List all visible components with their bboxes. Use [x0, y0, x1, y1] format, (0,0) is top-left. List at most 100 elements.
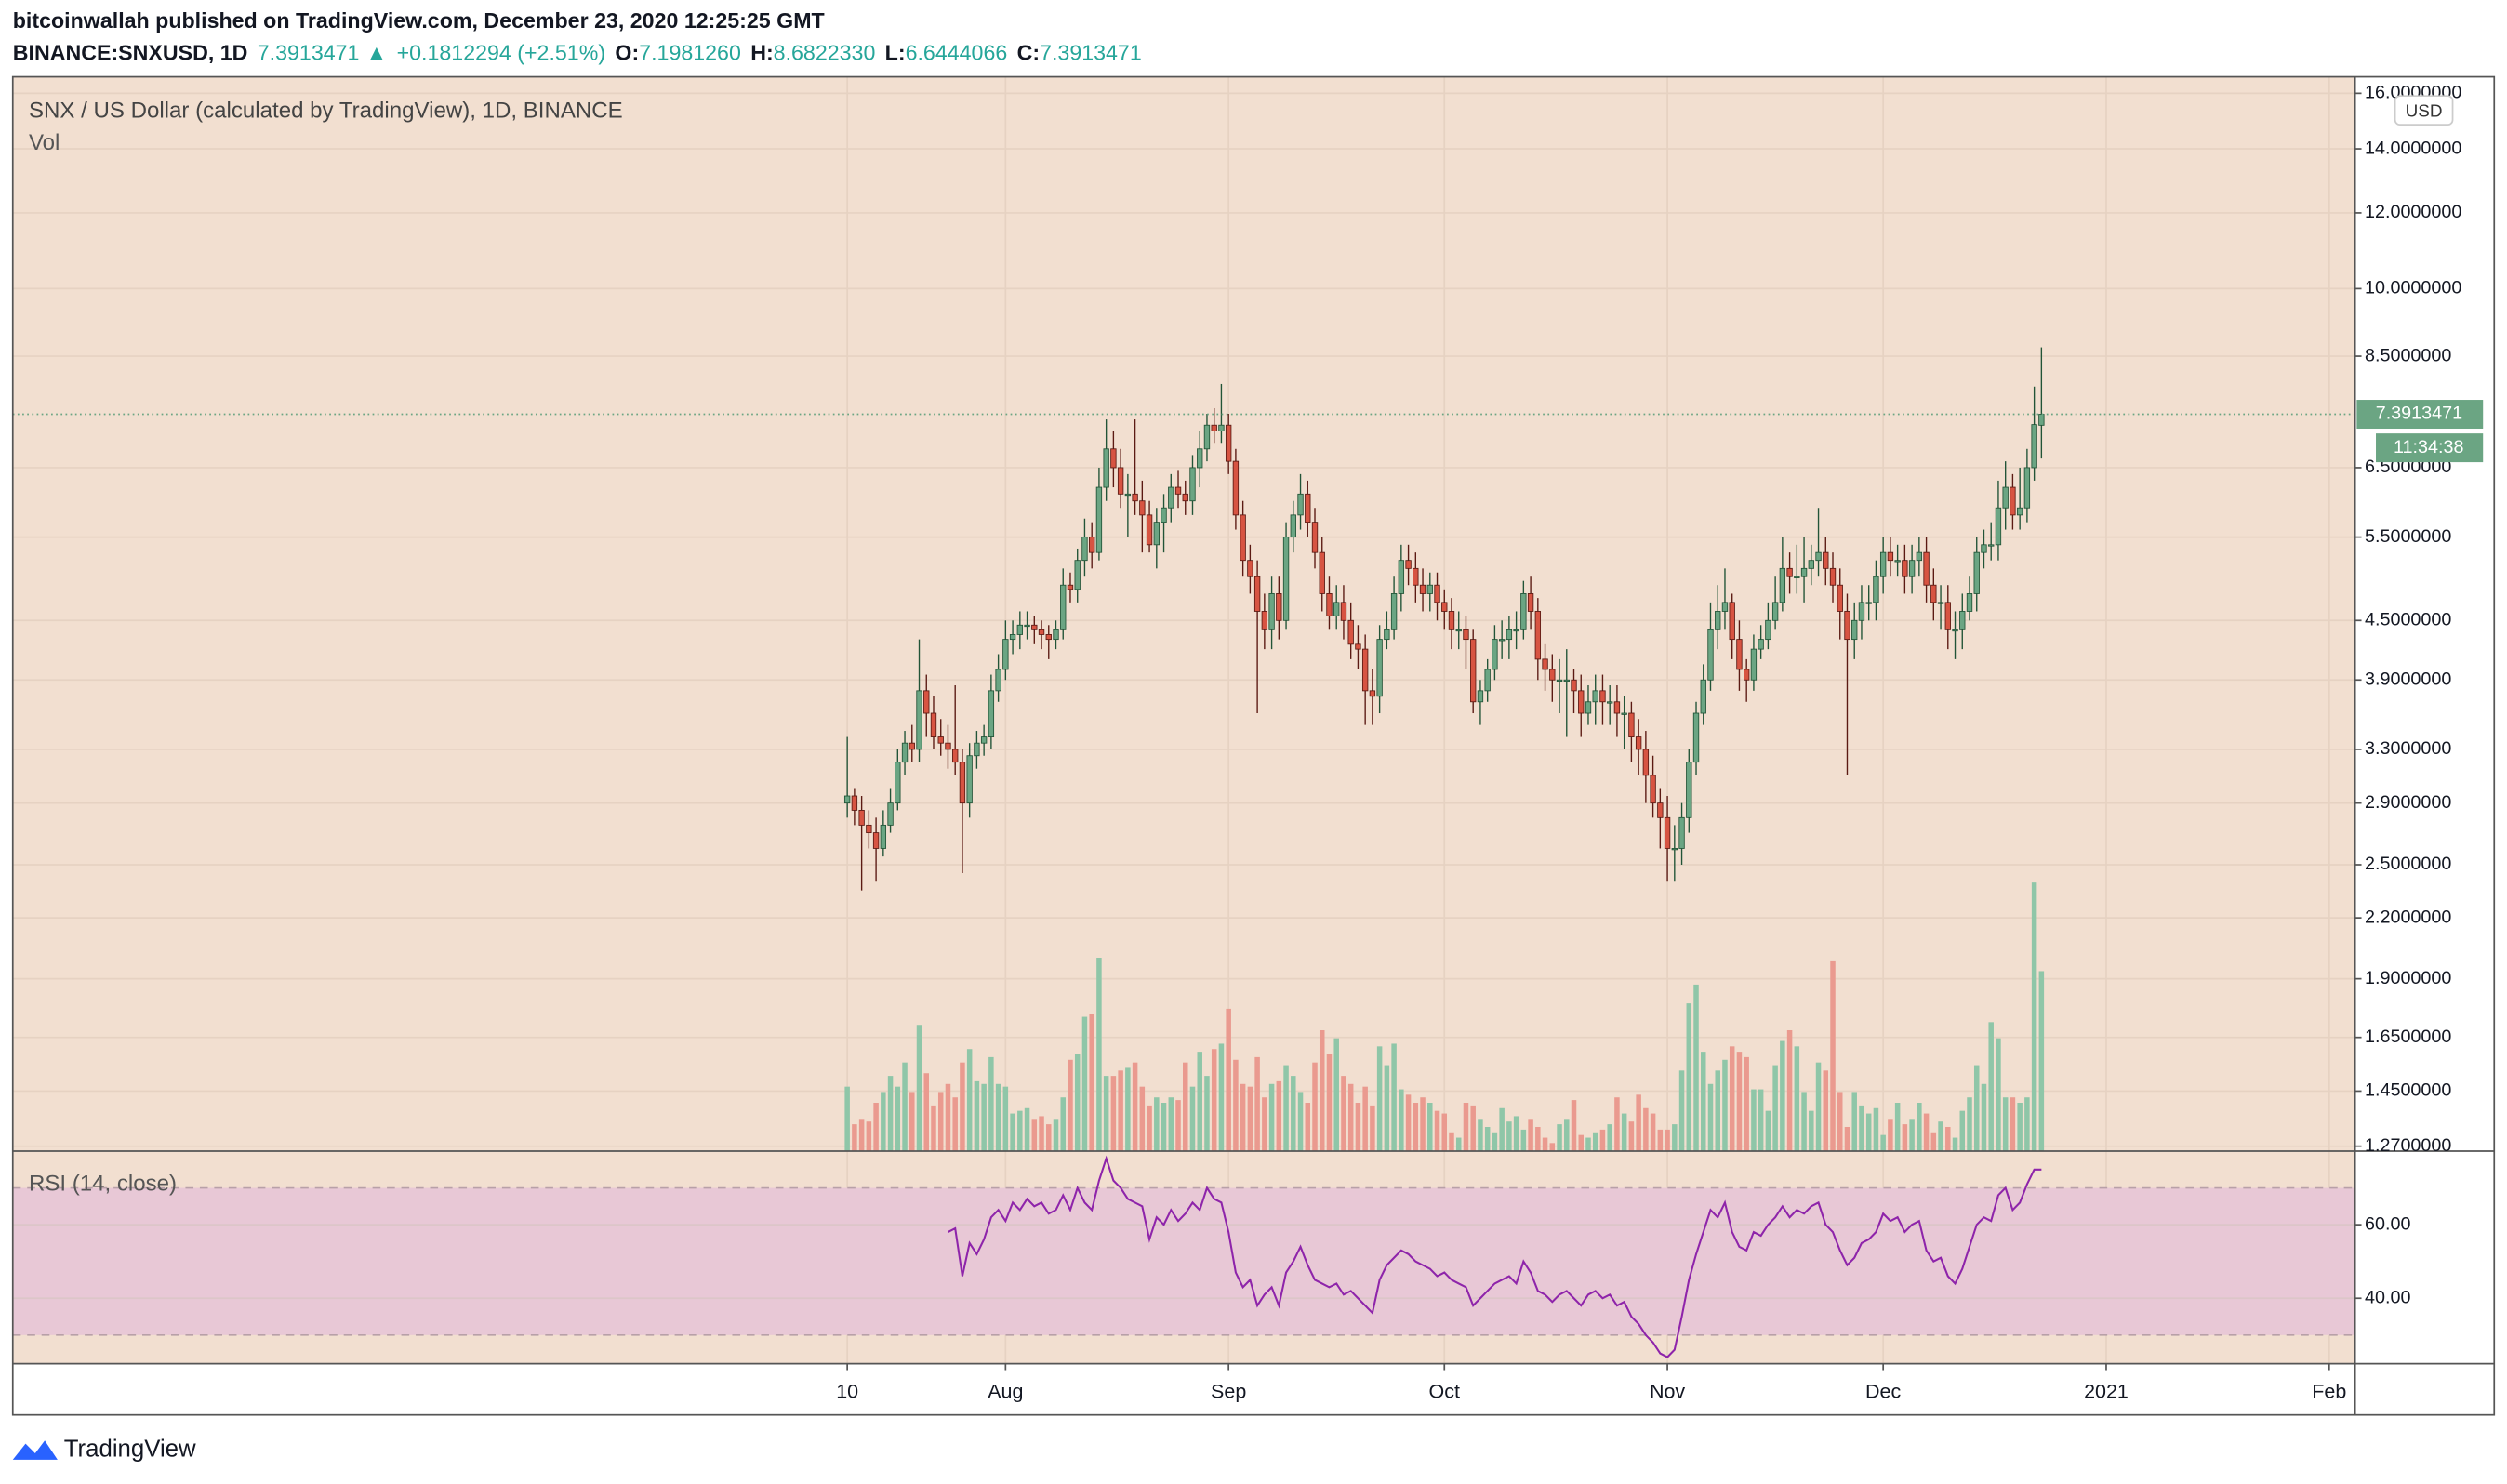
volume-bar: [1535, 1126, 1541, 1151]
candle-body: [1592, 690, 1598, 703]
candle-body: [1944, 602, 1951, 630]
volume-bar: [1923, 1113, 1930, 1151]
volume-bar: [1657, 1129, 1664, 1151]
candle-body: [1599, 690, 1606, 703]
candle-body: [1837, 584, 1843, 612]
volume-bar: [1154, 1097, 1160, 1151]
volume-bar: [1427, 1102, 1433, 1151]
volume-bar: [1376, 1046, 1383, 1151]
candle-body: [1779, 567, 1786, 603]
volume-bar: [1074, 1054, 1081, 1151]
candle-body: [1103, 448, 1109, 488]
c: 7.3913471: [1040, 41, 1142, 65]
candle-body: [952, 749, 959, 763]
candle-body: [1506, 629, 1513, 641]
candle-body: [1124, 493, 1132, 497]
candle-body: [1132, 493, 1138, 502]
volume-bar: [1283, 1065, 1289, 1151]
price-axis-background: [2354, 76, 2495, 1415]
volume-bar: [1607, 1124, 1612, 1151]
candle-body: [1664, 816, 1671, 849]
volume-bar: [1276, 1080, 1282, 1151]
candle-body: [1981, 544, 1987, 553]
candle-body: [1657, 802, 1664, 818]
volume-bar: [858, 1119, 865, 1151]
candle-body: [1426, 584, 1433, 594]
volume-bar: [1894, 1102, 1901, 1151]
volume-bar: [1636, 1094, 1641, 1151]
candle-body: [1326, 593, 1333, 616]
candle-body: [923, 690, 930, 714]
h-label: H:: [750, 41, 773, 65]
volume-bar: [1571, 1100, 1577, 1151]
volume-bar: [1024, 1107, 1030, 1151]
candle-body: [1297, 493, 1304, 516]
candle-body: [1355, 643, 1361, 650]
candle-body: [1959, 611, 1966, 630]
candle-body: [1700, 679, 1706, 714]
volume-bar: [1068, 1059, 1073, 1151]
candle-body: [1268, 593, 1275, 630]
candle-body: [1829, 567, 1837, 586]
candle-body: [1916, 551, 1923, 562]
candle-body: [843, 795, 851, 804]
volume-bar: [1678, 1070, 1685, 1151]
volume-bar: [1557, 1124, 1562, 1151]
y-tick-label: 2.5000000: [2365, 854, 2451, 874]
volume-bar: [1110, 1076, 1117, 1151]
volume-bar: [1355, 1102, 1361, 1151]
candle-body: [1786, 567, 1793, 577]
volume-bar: [1391, 1043, 1397, 1151]
y-tick-label: 1.6500000: [2365, 1027, 2451, 1047]
candle-body: [858, 809, 865, 826]
candle-body: [1721, 602, 1729, 612]
y-tick-label: 12.0000000: [2365, 202, 2461, 222]
volume-bar: [1815, 1062, 1822, 1151]
volume-bar: [866, 1121, 872, 1151]
y-tick-label: 10.0000000: [2365, 278, 2461, 298]
candle-body: [1613, 701, 1621, 714]
candle-body: [1139, 500, 1146, 516]
candle-body: [959, 762, 966, 804]
currency-box: [2394, 95, 2454, 126]
candle-body: [1305, 493, 1311, 523]
volume-bar: [1780, 1040, 1785, 1151]
volume-bar: [1909, 1119, 1915, 1151]
volume-bar: [1333, 1038, 1339, 1151]
candle-body: [1117, 467, 1124, 495]
volume-bar: [1010, 1113, 1015, 1151]
volume-bar: [1823, 1070, 1829, 1151]
volume-bar: [1988, 1022, 1994, 1151]
candle-body: [1815, 551, 1822, 562]
candle-body: [1174, 486, 1182, 495]
volume-bar: [1247, 1086, 1254, 1151]
volume-bar: [909, 1092, 915, 1151]
candle-body: [1211, 424, 1217, 431]
volume-bar: [1399, 1089, 1404, 1151]
volume-bar: [1643, 1107, 1649, 1151]
candle-body: [1470, 639, 1477, 703]
o: 7.1981260: [639, 41, 741, 65]
candle-body: [1858, 602, 1865, 621]
x-tick-label: Nov: [1650, 1380, 1685, 1402]
volume-bar: [2017, 1102, 2023, 1151]
candle-body: [1492, 639, 1498, 670]
candle-body: [1794, 576, 1800, 579]
volume-bar: [995, 1083, 1001, 1151]
candle-body: [1642, 749, 1650, 776]
volume-bar: [1959, 1110, 1966, 1151]
volume-bar: [1312, 1062, 1318, 1151]
volume-bar: [1233, 1059, 1239, 1151]
volume-bar: [1189, 1086, 1196, 1151]
candle-body: [1081, 537, 1088, 562]
candle-body: [1902, 560, 1908, 577]
candle-body: [1441, 602, 1448, 612]
logo-mark: [12, 1440, 58, 1460]
rsi-legend: RSI (14, close): [29, 1171, 177, 1196]
volume-bar: [937, 1092, 944, 1151]
candle-body: [1715, 611, 1721, 630]
symbol-line: BINANCE:SNXUSD, 1D 7.3913471 ▲ +0.1812294 (…: [13, 41, 1142, 65]
volume-bar: [1347, 1083, 1354, 1151]
volume-bar: [1175, 1100, 1181, 1151]
o-label: O:: [615, 41, 639, 65]
